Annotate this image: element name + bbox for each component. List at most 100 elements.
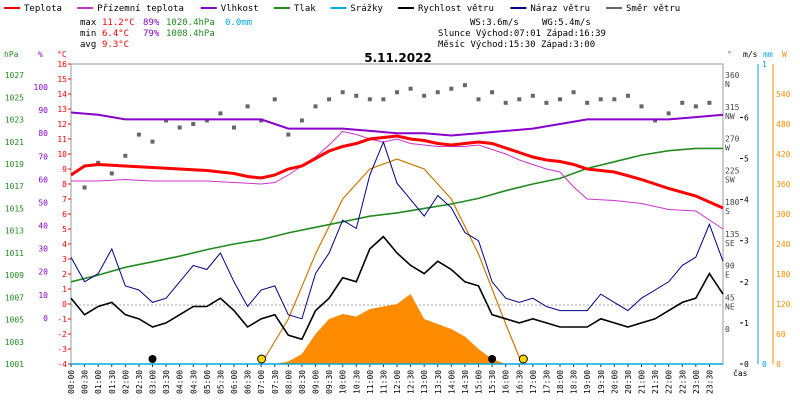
temp-tick-label: 2 [62,270,67,279]
wind-dir-point [598,97,603,102]
hum-tick-label: 100 [34,83,49,92]
press-tick-label: 1023 [5,116,24,125]
wind-dir-point [96,160,101,165]
x-tick-label: 01:30 [108,370,117,394]
wind-dir-point [259,118,264,123]
wind-dir-point [272,97,277,102]
press-tick-label: 1009 [5,271,24,280]
press-tick-label: 1019 [5,160,24,169]
temp-tick-label: 15 [57,75,67,84]
x-tick-label: 04:00 [176,370,185,394]
temp-tick-label: 10 [57,150,67,159]
wind-tick-label: 6 [744,113,749,122]
pressure-line [70,147,723,283]
wind-dir-point [693,104,698,109]
stat-ws: WS:3.6m/s [470,18,519,28]
x-tick-label: 21:00 [638,370,647,394]
wind-dir-point [653,118,658,123]
temp-tick-label: 12 [57,120,67,129]
wind-dir-point [707,100,712,105]
x-tick-label: 14:00 [447,370,456,394]
dir-tick-label: 45 [725,293,735,302]
temp-tick-label: 14 [57,90,67,99]
unit-time: čas [733,368,748,378]
sunrise-marker [257,354,267,364]
stat-min-temp: 6.4°C [102,29,129,39]
wind-dir-point [517,97,522,102]
x-tick-label: 07:30 [271,370,280,394]
x-tick-label: 09:00 [312,370,321,394]
press-tick-label: 1003 [5,338,24,347]
x-tick-label: 04:30 [189,370,198,394]
temp-tick-label: -1 [57,315,67,324]
wind-dir-point [476,97,481,102]
x-tick-label: 20:00 [610,370,619,394]
stat-max-label: max [80,18,97,28]
x-tick-label: 06:30 [244,370,253,394]
x-tick-label: 00:00 [67,370,76,394]
wind-dir-point [503,100,508,105]
x-tick-label: 05:30 [216,370,225,394]
wind-dir-point [354,93,359,98]
solar-tick-label: 420 [776,150,791,159]
dir-compass-label: NE [725,302,735,311]
dir-tick-label: 90 [725,262,735,271]
wind-dir-point [232,125,236,130]
solar-tick-label: 240 [776,240,791,249]
plot-area: -4-3-2-101234567891011121314151601020304… [5,60,791,394]
hum-tick-label: 70 [38,152,48,161]
press-tick-label: 1025 [5,93,24,102]
hum-tick-label: 50 [38,198,48,207]
stat-max-hum: 89% [143,18,160,28]
temp-tick-label: 3 [62,255,67,264]
dir-compass-label: N [725,80,730,89]
dir-tick-label: 225 [725,166,740,175]
wind-speed-line [70,235,724,341]
press-tick-label: 1021 [5,138,24,147]
legend-label-7: Směr větru [626,4,680,14]
press-tick-label: 1011 [5,249,24,258]
sunset-marker [518,354,528,364]
hum-tick-label: 0 [43,314,48,323]
wind-dir-point [109,171,114,176]
temp-tick-label: -4 [57,360,67,369]
wind-dir-point [150,139,155,144]
solar-tick-label: 540 [776,90,791,99]
wind-dir-point [408,86,413,91]
x-tick-label: 01:00 [94,370,103,394]
dir-tick-label: 360 [725,71,740,80]
solar-area [71,294,723,364]
x-tick-label: 15:30 [488,370,497,394]
wind-dir-point [367,97,372,102]
wind-tick-label: 1 [744,319,749,328]
x-tick-label: 08:30 [298,370,307,394]
wind-dir-point [381,97,386,102]
unit-degc: °C [57,50,67,59]
wind-dir-point [164,118,169,123]
temp-tick-label: 16 [57,60,67,69]
legend-label-3: Tlak [294,4,316,14]
x-tick-label: 14:30 [461,370,470,394]
stat-max-rain: 0.0mm [225,18,252,28]
temp-tick-label: -3 [57,345,67,354]
solar-tick-label: 300 [776,210,791,219]
wind-tick-label: 2 [744,278,749,287]
solar-tick-label: 120 [776,300,791,309]
press-tick-label: 1027 [5,71,24,80]
stat-wg: WG:5.4m/s [542,18,591,28]
wind-dir-point [286,132,291,137]
press-tick-label: 1005 [5,316,24,325]
press-tick-label: 1007 [5,293,24,302]
dir-tick-label: 270 [725,135,740,144]
solar-tick-label: 60 [776,330,786,339]
hum-tick-label: 90 [38,106,48,115]
stat-avg-temp: 9.3°C [102,40,129,50]
x-tick-label: 10:30 [352,370,361,394]
stat-max-temp: 11.2°C [102,18,135,28]
x-tick-label: 21:30 [651,370,660,394]
gust-line [70,140,724,320]
x-tick-label: 20:30 [624,370,633,394]
wind-dir-point [136,132,141,137]
stat-min-label: min [80,29,96,39]
wind-dir-point [680,100,685,105]
